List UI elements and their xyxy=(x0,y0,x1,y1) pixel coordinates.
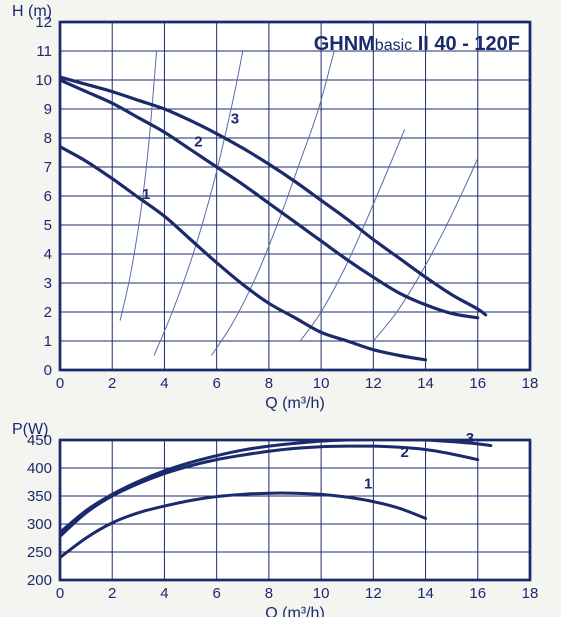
bottom-chart-x-tick: 2 xyxy=(108,585,116,602)
top-chart-y-tick: 3 xyxy=(44,275,52,292)
top-chart-x-tick: 18 xyxy=(522,375,539,392)
bottom-chart-curve-label-1: 1 xyxy=(364,476,372,493)
bottom-chart-y-tick: 250 xyxy=(27,544,52,561)
top-chart-curve-label-3: 3 xyxy=(231,111,239,128)
bottom-chart-y-label: P(W) xyxy=(12,421,48,438)
top-chart-x-tick: 6 xyxy=(212,375,220,392)
bottom-chart-y-tick: 300 xyxy=(27,516,52,533)
top-chart-y-tick: 1 xyxy=(44,333,52,350)
top-chart-curve-label-1: 1 xyxy=(142,186,150,203)
top-chart-x-tick: 10 xyxy=(313,375,330,392)
top-chart-x-tick: 4 xyxy=(160,375,168,392)
top-chart-y-label: H (m) xyxy=(12,3,52,20)
top-chart-y-tick: 10 xyxy=(35,72,52,89)
bottom-chart-y-tick: 350 xyxy=(27,488,52,505)
top-chart-y-tick: 11 xyxy=(36,43,52,60)
bottom-chart-y-tick: 200 xyxy=(27,572,52,589)
top-chart-y-tick: 0 xyxy=(44,362,52,379)
bottom-chart-plot-area xyxy=(60,440,530,580)
top-chart-y-tick: 8 xyxy=(44,130,52,147)
bottom-chart-x-label: Q (m³/h) xyxy=(265,605,325,617)
bottom-chart-x-tick: 0 xyxy=(56,585,64,602)
top-chart-x-tick: 0 xyxy=(56,375,64,392)
bottom-chart-y-tick: 400 xyxy=(27,460,52,477)
bottom-chart-x-tick: 6 xyxy=(212,585,220,602)
top-chart-y-tick: 5 xyxy=(44,217,52,234)
top-chart-y-tick: 7 xyxy=(44,159,52,176)
top-chart-x-tick: 2 xyxy=(108,375,116,392)
bottom-chart-x-tick: 18 xyxy=(522,585,539,602)
bottom-chart-curve-label-3: 3 xyxy=(466,430,474,447)
top-chart-x-tick: 16 xyxy=(469,375,486,392)
bottom-chart-x-tick: 16 xyxy=(469,585,486,602)
top-chart-x-tick: 14 xyxy=(417,375,434,392)
bottom-chart-x-tick: 14 xyxy=(417,585,434,602)
bottom-chart-curve-label-2: 2 xyxy=(400,444,408,461)
top-chart-x-tick: 12 xyxy=(365,375,382,392)
top-chart-curve-label-2: 2 xyxy=(194,134,202,151)
top-chart-x-label: Q (m³/h) xyxy=(265,395,325,412)
bottom-chart-x-tick: 12 xyxy=(365,585,382,602)
top-chart-y-tick: 6 xyxy=(44,188,52,205)
chart-title: GHNMbasic II 40 - 120F xyxy=(314,33,520,55)
bottom-chart-x-tick: 8 xyxy=(265,585,273,602)
top-chart-y-tick: 4 xyxy=(44,246,52,263)
top-chart-y-tick: 9 xyxy=(44,101,52,118)
bottom-chart-x-tick: 4 xyxy=(160,585,168,602)
bottom-chart-x-tick: 10 xyxy=(313,585,330,602)
top-chart-x-tick: 8 xyxy=(265,375,273,392)
top-chart-y-tick: 2 xyxy=(44,304,52,321)
